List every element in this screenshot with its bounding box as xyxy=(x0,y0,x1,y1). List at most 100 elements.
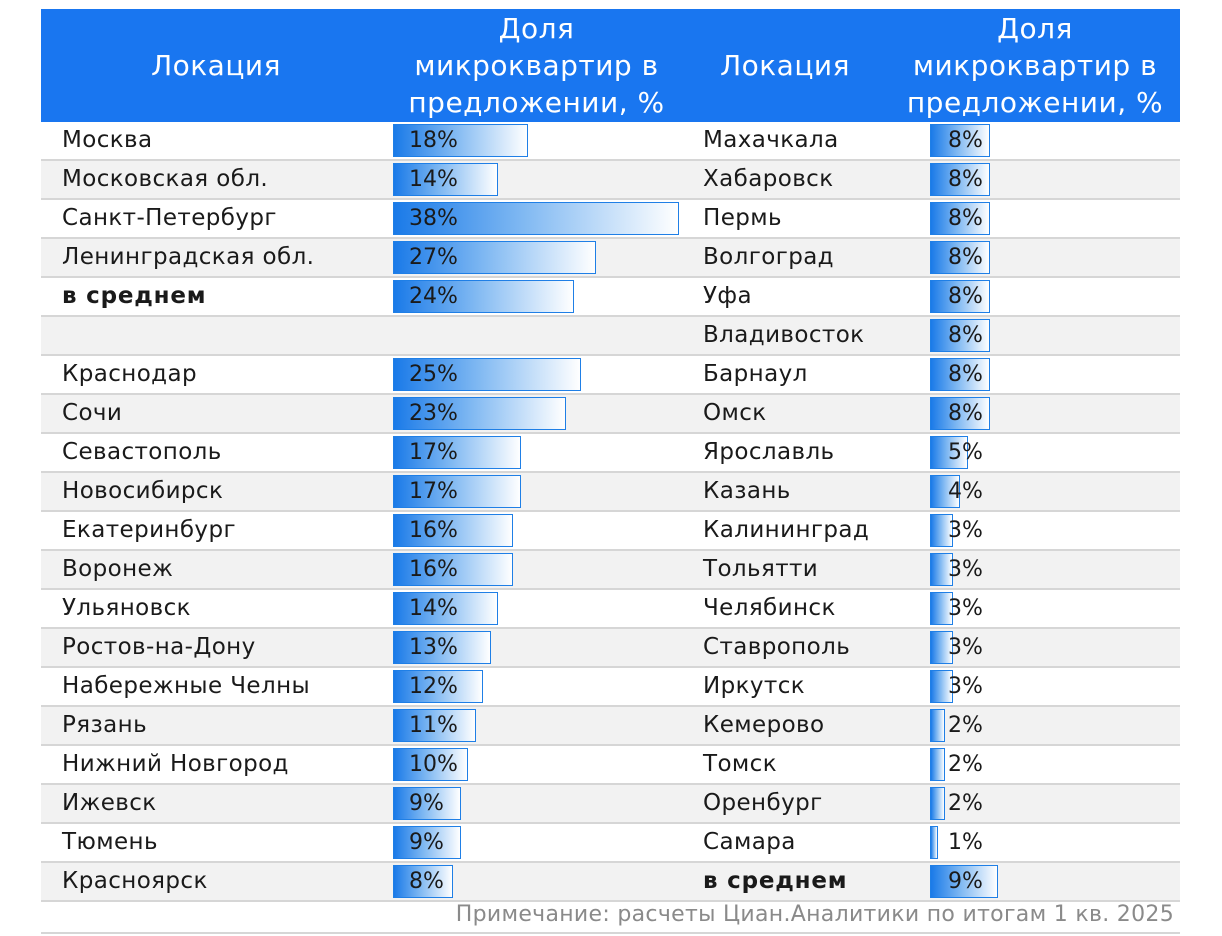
bar-value-label: 25% xyxy=(409,362,458,387)
bar xyxy=(393,436,521,469)
table-row: Ростов-на-Дону 13% xyxy=(41,629,681,668)
bar xyxy=(930,163,990,196)
table-row: Оренбург 2% xyxy=(681,785,1180,824)
table-row: Иркутск 3% xyxy=(681,668,1180,707)
bar xyxy=(930,670,953,703)
location-label: Рязань xyxy=(62,712,148,738)
location-label: Екатеринбург xyxy=(62,517,236,543)
table-row: Санкт-Петербург 38% xyxy=(41,200,681,239)
location-label: Омск xyxy=(703,400,767,426)
table-row: Екатеринбург 16% xyxy=(41,512,681,551)
table-row: Рязань 11% xyxy=(41,707,681,746)
location-label: Сочи xyxy=(62,400,123,426)
bar-value-label: 3% xyxy=(948,635,983,660)
table-row: Волгоград 8% xyxy=(681,239,1180,278)
bar-value-label: 3% xyxy=(948,674,983,699)
location-label: Казань xyxy=(703,478,791,504)
table-row: Калининград 3% xyxy=(681,512,1180,551)
header-share-line-2: микроквартир в xyxy=(912,49,1158,82)
table-row: Московская обл. 14% xyxy=(41,161,681,200)
bar-value-label: 8% xyxy=(948,206,983,231)
left-column: Москва 18% Московская обл. 14% Санкт-Петербу… xyxy=(41,122,681,902)
bar xyxy=(930,865,998,898)
location-label: Махачкала xyxy=(703,127,839,153)
bar xyxy=(930,514,953,547)
header-location-left: Локация xyxy=(151,49,281,82)
bar-value-label: 8% xyxy=(948,362,983,387)
bar-value-label: 16% xyxy=(409,557,458,582)
bar xyxy=(930,280,990,313)
bar xyxy=(930,709,945,742)
location-label: Кемерово xyxy=(703,712,825,738)
bar-value-label: 8% xyxy=(948,245,983,270)
bar xyxy=(393,241,596,274)
location-label: Владивосток xyxy=(703,322,865,348)
header-share-left: Доля микроквартир в предложении, % xyxy=(393,9,680,122)
bar xyxy=(393,397,566,430)
bar xyxy=(393,787,461,820)
location-label: Ленинградская обл. xyxy=(62,244,315,270)
bar xyxy=(930,787,945,820)
bar-value-label: 8% xyxy=(409,869,444,894)
location-label: Набережные Челны xyxy=(62,673,311,699)
bar-value-label: 8% xyxy=(948,128,983,153)
bar xyxy=(930,202,990,235)
bar-value-label: 1% xyxy=(948,830,983,855)
bar xyxy=(393,514,513,547)
bar-value-label: 27% xyxy=(409,245,458,270)
table-row: Новосибирск 17% xyxy=(41,473,681,512)
bar-value-label: 38% xyxy=(409,206,458,231)
table-row: Владивосток 8% xyxy=(681,317,1180,356)
location-label: Ставрополь xyxy=(703,634,851,660)
bar-value-label: 18% xyxy=(409,128,458,153)
location-label: Барнаул xyxy=(703,361,808,387)
location-label: Москва xyxy=(62,127,153,153)
bar xyxy=(930,124,990,157)
table-row: Ставрополь 3% xyxy=(681,629,1180,668)
header-share-line-1: Доля xyxy=(997,12,1073,45)
bar-value-label: 14% xyxy=(409,596,458,621)
bar xyxy=(930,241,990,274)
location-label: Ульяновск xyxy=(62,595,191,621)
table-row: Ульяновск 14% xyxy=(41,590,681,629)
table-header: Локация Доля микроквартир в предложении,… xyxy=(41,9,1180,122)
location-label: Тольятти xyxy=(703,556,819,582)
bar xyxy=(930,748,945,781)
header-share-line-1: Доля xyxy=(498,12,575,45)
table-row: Воронеж 16% xyxy=(41,551,681,590)
bar xyxy=(393,748,468,781)
location-label: Калининград xyxy=(703,517,870,543)
table-row: Самара 1% xyxy=(681,824,1180,863)
bar-value-label: 17% xyxy=(409,440,458,465)
bar xyxy=(930,826,938,859)
bar xyxy=(930,358,990,391)
location-label: Воронеж xyxy=(62,556,174,582)
bar xyxy=(393,163,498,196)
bar-value-label: 2% xyxy=(948,713,983,738)
bar-value-label: 8% xyxy=(948,284,983,309)
location-label: Ростов-на-Дону xyxy=(62,634,256,660)
location-label: Хабаровск xyxy=(703,166,834,192)
bar xyxy=(393,592,498,625)
bar xyxy=(393,280,574,313)
location-label: Нижний Новгород xyxy=(62,751,289,777)
bar xyxy=(393,826,461,859)
bar xyxy=(930,631,953,664)
location-label: Челябинск xyxy=(703,595,836,621)
bar-value-label: 9% xyxy=(409,830,444,855)
location-label: Самара xyxy=(703,829,796,855)
table-row: Томск 2% xyxy=(681,746,1180,785)
table-row: Омск 8% xyxy=(681,395,1180,434)
location-label: Краснодар xyxy=(62,361,197,387)
table-row: в среднем 24% xyxy=(41,278,681,317)
table-row: Ярославль 5% xyxy=(681,434,1180,473)
bar-value-label: 8% xyxy=(948,323,983,348)
header-share-line-3: предложении, % xyxy=(906,86,1164,119)
table-row: Тюмень 9% xyxy=(41,824,681,863)
table-row: Хабаровск 8% xyxy=(681,161,1180,200)
bar-value-label: 11% xyxy=(409,713,458,738)
location-label: Новосибирск xyxy=(62,478,224,504)
location-label: Уфа xyxy=(703,283,752,309)
bar xyxy=(393,670,483,703)
table-row: Набережные Челны 12% xyxy=(41,668,681,707)
